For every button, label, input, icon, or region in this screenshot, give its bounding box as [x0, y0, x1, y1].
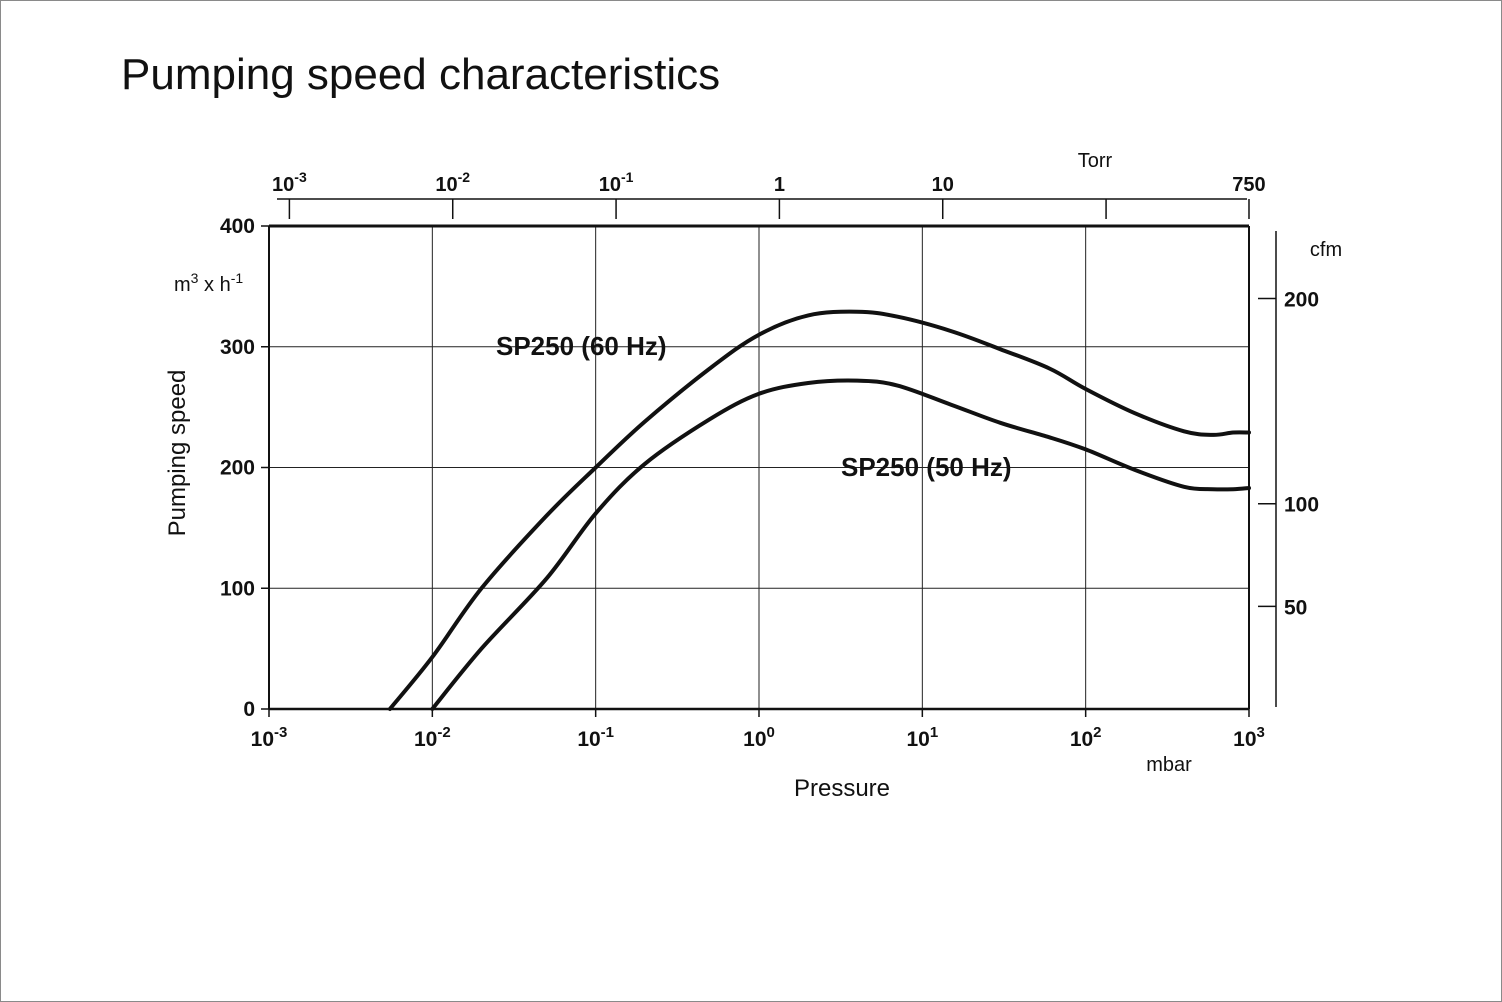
series-line-50hz	[430, 378, 1251, 711]
series-lines	[387, 309, 1251, 711]
chart-title: Pumping speed characteristics	[121, 50, 720, 99]
cfm-tick-label: 100	[1284, 494, 1319, 517]
x-unit-label: mbar	[1146, 754, 1192, 776]
torr-tick-label: 1	[774, 174, 785, 196]
y-tick-label: 400	[220, 215, 255, 238]
y-tick-label: 100	[220, 577, 255, 600]
torr-unit-label: Torr	[1078, 150, 1113, 172]
cfm-tick-label: 50	[1284, 596, 1307, 619]
x-tick-label: 10-2	[414, 724, 451, 751]
y-axis-label: Pumping speed	[164, 370, 191, 537]
torr-tick-label: 10-1	[599, 169, 634, 196]
axes: 10-3 10-2 10-1 100 101 102 103010020030040010-…	[220, 169, 1319, 751]
y-tick-label: 200	[220, 457, 255, 480]
y-unit-label: m3 x h-1	[174, 270, 243, 296]
x-tick-label: 102	[1070, 724, 1102, 751]
x-axis-label: Pressure	[794, 775, 890, 802]
x-tick-label: 10-1	[577, 724, 614, 751]
x-tick-label: 103	[1233, 724, 1265, 751]
series-label-60hz: SP250 (60 Hz)	[496, 331, 667, 361]
series-label-50hz: SP250 (50 Hz)	[841, 452, 1012, 482]
y-tick-label: 300	[220, 336, 255, 359]
torr-tick-label: 10-3	[272, 169, 307, 196]
x-tick-label: 101	[906, 724, 938, 751]
y-tick-label: 0	[243, 698, 255, 721]
series-line-60hz	[387, 309, 1251, 711]
cfm-tick-label: 200	[1284, 288, 1319, 311]
x-tick-label: 100	[743, 724, 775, 751]
grid	[268, 225, 1250, 710]
x-tick-label: 10-3	[251, 724, 288, 751]
torr-tick-label: 10	[932, 174, 954, 196]
cfm-unit-label: cfm	[1310, 239, 1342, 261]
torr-tick-label: 750	[1232, 174, 1265, 196]
torr-tick-label: 10-2	[435, 169, 470, 196]
